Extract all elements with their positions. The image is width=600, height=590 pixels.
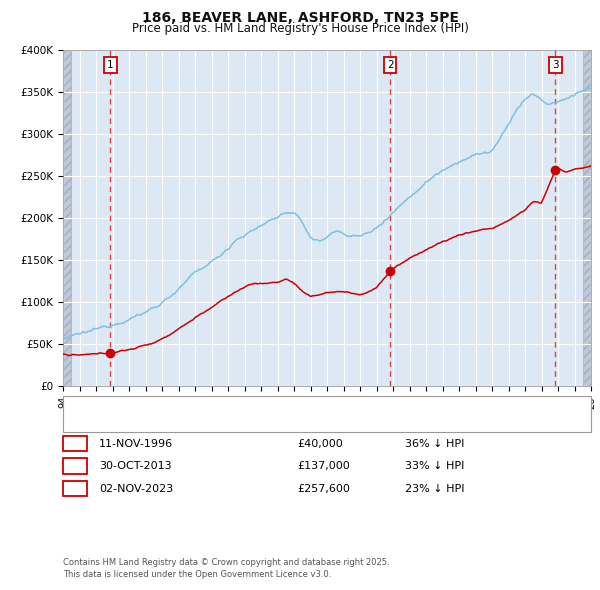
Text: HPI: Average price, semi-detached house, Ashford: HPI: Average price, semi-detached house,… xyxy=(104,417,354,427)
Text: 2: 2 xyxy=(387,60,394,70)
Text: £40,000: £40,000 xyxy=(297,439,343,448)
Text: 36% ↓ HPI: 36% ↓ HPI xyxy=(405,439,464,448)
Text: £137,000: £137,000 xyxy=(297,461,350,471)
Text: 1: 1 xyxy=(71,439,79,448)
Text: 2: 2 xyxy=(71,461,79,471)
Text: 11-NOV-1996: 11-NOV-1996 xyxy=(99,439,173,448)
Text: 3: 3 xyxy=(71,484,79,493)
Text: £257,600: £257,600 xyxy=(297,484,350,493)
Text: Price paid vs. HM Land Registry's House Price Index (HPI): Price paid vs. HM Land Registry's House … xyxy=(131,22,469,35)
Bar xyxy=(63,50,71,386)
Text: 3: 3 xyxy=(552,60,559,70)
Text: 1: 1 xyxy=(107,60,113,70)
Text: 02-NOV-2023: 02-NOV-2023 xyxy=(99,484,173,493)
Text: 23% ↓ HPI: 23% ↓ HPI xyxy=(405,484,464,493)
Text: 186, BEAVER LANE, ASHFORD, TN23 5PE: 186, BEAVER LANE, ASHFORD, TN23 5PE xyxy=(142,11,458,25)
Text: 30-OCT-2013: 30-OCT-2013 xyxy=(99,461,172,471)
Text: 33% ↓ HPI: 33% ↓ HPI xyxy=(405,461,464,471)
Text: 186, BEAVER LANE, ASHFORD, TN23 5PE (semi-detached house): 186, BEAVER LANE, ASHFORD, TN23 5PE (sem… xyxy=(104,401,425,411)
Bar xyxy=(583,50,591,386)
Text: Contains HM Land Registry data © Crown copyright and database right 2025.
This d: Contains HM Land Registry data © Crown c… xyxy=(63,558,389,579)
